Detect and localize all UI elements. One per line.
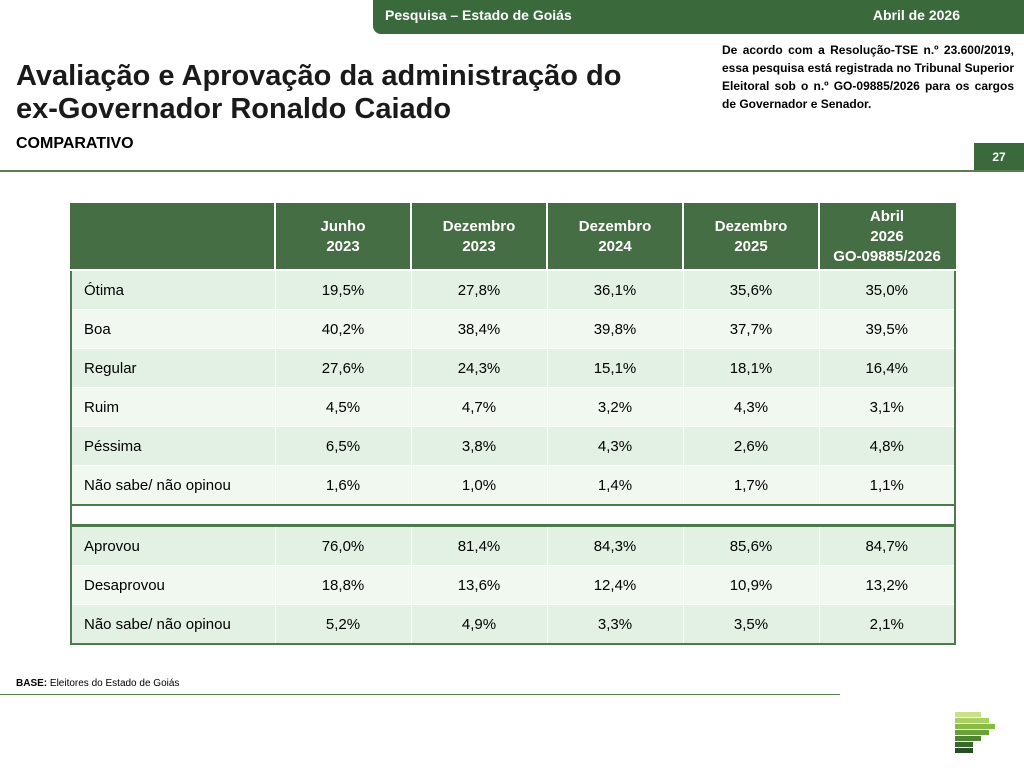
column-header-line: Abril — [869, 208, 905, 225]
header-corner — [70, 203, 276, 271]
value-cell: 39,8% — [546, 309, 684, 349]
top-banner: Pesquisa – Estado de Goiás Abril de 2026 — [373, 0, 1024, 34]
value-cell: 24,3% — [410, 348, 548, 388]
value-cell: 39,5% — [818, 309, 956, 349]
value-cell: 4,5% — [274, 387, 412, 427]
value-cell: 18,1% — [682, 348, 820, 388]
value-cell: 13,2% — [818, 565, 956, 605]
value-cell: 36,1% — [546, 269, 684, 310]
value-cell: 1,6% — [274, 465, 412, 506]
value-cell: 81,4% — [410, 525, 548, 566]
value-cell: 5,2% — [274, 604, 412, 645]
base-text: Eleitores do Estado de Goiás — [47, 678, 180, 689]
value-cell: 2,6% — [682, 426, 820, 466]
table-row: Ruim 4,5% 4,7% 3,2% 4,3% 3,1% — [70, 387, 956, 427]
row-label: Não sabe/ não opinou — [70, 465, 276, 506]
column-header: Junho 2023 — [274, 203, 412, 271]
value-cell: 1,0% — [410, 465, 548, 506]
column-header-line: 2025 — [734, 238, 768, 255]
base-note: BASE: Eleitores do Estado de Goiás — [16, 678, 179, 689]
table-row: Péssima 6,5% 3,8% 4,3% 2,6% 4,8% — [70, 426, 956, 466]
value-cell: 37,7% — [682, 309, 820, 349]
column-header-line: 2023 — [462, 238, 496, 255]
value-cell: 3,8% — [410, 426, 548, 466]
row-label: Péssima — [70, 426, 276, 466]
value-cell: 3,5% — [682, 604, 820, 645]
table-row: Regular 27,6% 24,3% 15,1% 18,1% 16,4% — [70, 348, 956, 388]
value-cell: 2,1% — [818, 604, 956, 645]
table-header-row: Junho 2023 Dezembro 2023 Dezembro 2024 D… — [70, 203, 956, 271]
table-row: Desaprovou 18,8% 13,6% 12,4% 10,9% 13,2% — [70, 565, 956, 605]
value-cell: 1,7% — [682, 465, 820, 506]
value-cell: 3,3% — [546, 604, 684, 645]
row-label: Ótima — [70, 269, 276, 310]
column-header-line: Dezembro — [442, 218, 516, 235]
column-header-line: GO-09885/2026 — [833, 248, 941, 265]
value-cell: 38,4% — [410, 309, 548, 349]
title-line-2: ex-Governador Ronaldo Caiado — [16, 93, 452, 125]
value-cell: 3,1% — [818, 387, 956, 427]
value-cell: 27,8% — [410, 269, 548, 310]
value-cell: 3,2% — [546, 387, 684, 427]
table-row: Ótima 19,5% 27,8% 36,1% 35,6% 35,0% — [70, 269, 956, 310]
value-cell: 84,7% — [818, 525, 956, 566]
value-cell: 12,4% — [546, 565, 684, 605]
value-cell: 1,4% — [546, 465, 684, 506]
value-cell: 35,0% — [818, 269, 956, 310]
value-cell: 4,7% — [410, 387, 548, 427]
column-header-line: Junho — [320, 218, 366, 235]
value-cell: 15,1% — [546, 348, 684, 388]
page-title: Avaliação e Aprovação da administração d… — [16, 60, 696, 126]
table-row: Não sabe/ não opinou 1,6% 1,0% 1,4% 1,7% 1,1% — [70, 465, 956, 506]
footer-divider — [0, 694, 840, 695]
column-header-line: Dezembro — [578, 218, 652, 235]
value-cell: 13,6% — [410, 565, 548, 605]
table-row: Aprovou 76,0% 81,4% 84,3% 85,6% 84,7% — [70, 525, 956, 566]
value-cell: 18,8% — [274, 565, 412, 605]
value-cell: 1,1% — [818, 465, 956, 506]
table-row: Não sabe/ não opinou 5,2% 4,9% 3,3% 3,5% 2,1% — [70, 604, 956, 645]
value-cell: 10,9% — [682, 565, 820, 605]
value-cell: 4,9% — [410, 604, 548, 645]
value-cell: 40,2% — [274, 309, 412, 349]
row-label: Boa — [70, 309, 276, 349]
base-label: BASE: — [16, 678, 48, 689]
table-separator — [70, 504, 956, 527]
row-label: Aprovou — [70, 525, 276, 566]
value-cell: 84,3% — [546, 525, 684, 566]
value-cell: 19,5% — [274, 269, 412, 310]
page-number: 27 — [974, 143, 1024, 170]
comparison-table: Junho 2023 Dezembro 2023 Dezembro 2024 D… — [70, 203, 956, 645]
legal-note: De acordo com a Resolução-TSE n.º 23.600… — [722, 43, 1014, 111]
column-header: Abril 2026 GO-09885/2026 — [818, 203, 956, 271]
column-header-line: 2024 — [598, 238, 632, 255]
survey-title: Pesquisa – Estado de Goiás — [385, 7, 572, 23]
column-header: Dezembro 2024 — [546, 203, 684, 271]
value-cell: 85,6% — [682, 525, 820, 566]
column-header: Dezembro 2023 — [410, 203, 548, 271]
institute-logo-icon — [955, 712, 995, 753]
row-label: Não sabe/ não opinou — [70, 604, 276, 645]
survey-date: Abril de 2026 — [872, 7, 960, 23]
value-cell: 35,6% — [682, 269, 820, 310]
title-line-1: Avaliação e Aprovação da administração d… — [16, 60, 622, 92]
row-label: Regular — [70, 348, 276, 388]
table-row: Boa 40,2% 38,4% 39,8% 37,7% 39,5% — [70, 309, 956, 349]
value-cell: 16,4% — [818, 348, 956, 388]
column-header-line: 2023 — [326, 238, 360, 255]
row-label: Ruim — [70, 387, 276, 427]
separator-cell — [70, 504, 956, 527]
row-label: Desaprovou — [70, 565, 276, 605]
page-subtitle: COMPARATIVO — [16, 135, 134, 152]
header-divider — [0, 170, 1024, 172]
column-header-line: Dezembro — [714, 218, 788, 235]
value-cell: 4,3% — [682, 387, 820, 427]
value-cell: 4,8% — [818, 426, 956, 466]
value-cell: 4,3% — [546, 426, 684, 466]
value-cell: 76,0% — [274, 525, 412, 566]
value-cell: 27,6% — [274, 348, 412, 388]
column-header: Dezembro 2025 — [682, 203, 820, 271]
column-header-line: 2026 — [870, 228, 904, 245]
value-cell: 6,5% — [274, 426, 412, 466]
